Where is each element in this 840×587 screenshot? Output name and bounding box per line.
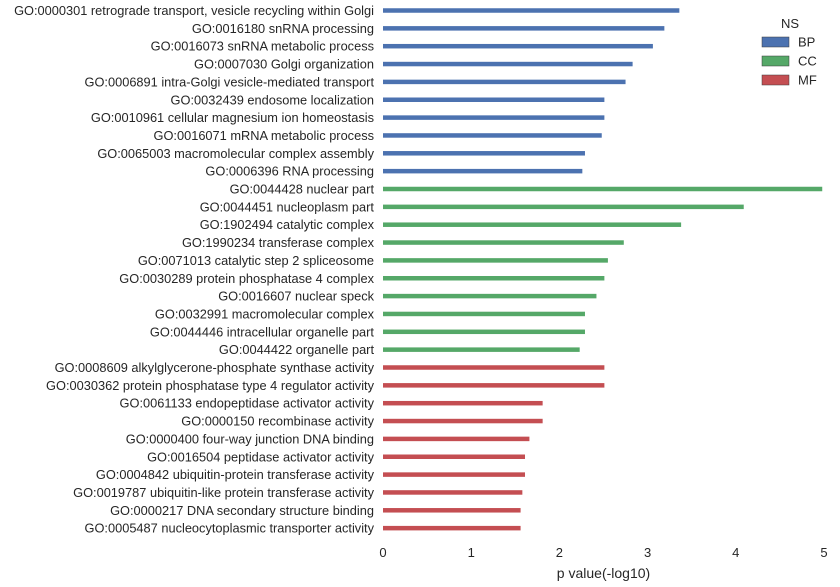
y-tick-label: GO:0016073 snRNA metabolic process bbox=[151, 39, 374, 54]
bar-bp bbox=[383, 97, 605, 102]
y-tick-label: GO:0044451 nucleoplasm part bbox=[200, 199, 375, 214]
bar-bp bbox=[383, 133, 602, 138]
y-tick-label: GO:0044446 intracellular organelle part bbox=[150, 324, 375, 339]
y-tick-label: GO:0016180 snRNA processing bbox=[192, 21, 374, 36]
y-tick-label: GO:0000301 retrograde transport, vesicle… bbox=[14, 3, 374, 18]
bars-group bbox=[383, 8, 823, 531]
y-tick-label: GO:0032991 macromolecular complex bbox=[155, 306, 375, 321]
bar-cc bbox=[383, 222, 682, 227]
x-tick-label: 1 bbox=[468, 545, 475, 560]
x-axis-label: p value(-log10) bbox=[557, 565, 650, 581]
y-tick-label: GO:0000400 four-way junction DNA binding bbox=[126, 431, 374, 446]
bar-bp bbox=[383, 43, 653, 49]
bar-cc bbox=[383, 240, 624, 245]
bar-cc bbox=[383, 311, 585, 317]
y-tick-label: GO:0061133 endopeptidase activator activ… bbox=[120, 396, 375, 411]
x-tick-label: 0 bbox=[379, 545, 386, 560]
bar-mf bbox=[383, 490, 523, 495]
y-tick-label: GO:0032439 endosome localization bbox=[171, 92, 374, 107]
y-tick-label: GO:0006396 RNA processing bbox=[205, 164, 374, 179]
y-tick-label: GO:0044428 nuclear part bbox=[230, 182, 375, 197]
legend-label: MF bbox=[798, 73, 817, 88]
bar-bp bbox=[383, 151, 585, 156]
legend: NS BP CC MF bbox=[761, 16, 817, 88]
bar-cc bbox=[383, 329, 585, 335]
bar-mf bbox=[383, 365, 605, 370]
bar-mf bbox=[383, 418, 543, 424]
x-tick-labels: 0 1 2 3 4 5 bbox=[379, 545, 827, 560]
bar-bp bbox=[383, 168, 583, 174]
bar-mf bbox=[383, 472, 526, 477]
bar-bp bbox=[383, 79, 626, 85]
bar-cc bbox=[383, 276, 605, 281]
bar-mf bbox=[383, 400, 543, 406]
bar-mf bbox=[383, 383, 605, 388]
y-tick-label: GO:0071013 catalytic step 2 spliceosome bbox=[138, 253, 374, 268]
bar-cc bbox=[383, 293, 597, 299]
bar-bp bbox=[383, 8, 680, 13]
x-tick-label: 4 bbox=[732, 545, 739, 560]
bar-cc bbox=[383, 186, 823, 192]
legend-swatch-bp bbox=[761, 36, 790, 48]
bar-bp bbox=[383, 61, 633, 67]
y-tick-label: GO:0006891 intra-Golgi vesicle-mediated … bbox=[85, 74, 375, 89]
y-tick-label: GO:0004842 ubiquitin-protein transferase… bbox=[96, 467, 375, 482]
y-tick-label: GO:0019787 ubiquitin-like protein transf… bbox=[73, 485, 374, 500]
y-tick-labels: GO:0000301 retrograde transport, vesicle… bbox=[14, 3, 375, 536]
bar-mf bbox=[383, 508, 521, 513]
bar-cc bbox=[383, 204, 744, 210]
bar-mf bbox=[383, 525, 521, 531]
y-tick-label: GO:0007030 Golgi organization bbox=[194, 57, 374, 72]
y-tick-label: GO:0016071 mRNA metabolic process bbox=[154, 128, 375, 143]
y-tick-label: GO:0005487 nucleocytoplasmic transporter… bbox=[85, 521, 375, 536]
x-tick-label: 5 bbox=[820, 545, 827, 560]
y-tick-label: GO:0008609 alkylglycerone-phosphate synt… bbox=[55, 360, 375, 375]
bar-cc bbox=[383, 347, 580, 352]
bar-mf bbox=[383, 454, 526, 459]
legend-label: CC bbox=[798, 54, 817, 69]
x-tick-label: 3 bbox=[644, 545, 651, 560]
y-tick-label: GO:0016607 nuclear speck bbox=[218, 289, 374, 304]
y-tick-label: GO:0000217 DNA secondary structure bindi… bbox=[110, 503, 374, 518]
bar-cc bbox=[383, 258, 608, 263]
legend-title: NS bbox=[781, 16, 799, 31]
y-tick-label: GO:0030289 protein phosphatase 4 complex bbox=[119, 271, 374, 286]
bar-bp bbox=[383, 115, 605, 120]
y-tick-label: GO:1990234 transferase complex bbox=[182, 235, 375, 250]
y-tick-label: GO:0016504 peptidase activator activity bbox=[147, 449, 375, 464]
y-tick-label: GO:0010961 cellular magnesium ion homeos… bbox=[91, 110, 374, 125]
x-tick-label: 2 bbox=[556, 545, 563, 560]
y-tick-label: GO:0030362 protein phosphatase type 4 re… bbox=[46, 378, 375, 393]
legend-swatch-cc bbox=[761, 55, 790, 67]
legend-label: BP bbox=[798, 35, 815, 50]
y-tick-label: GO:0000150 recombinase activity bbox=[181, 414, 374, 429]
y-tick-label: GO:0044422 organelle part bbox=[219, 342, 375, 357]
y-tick-label: GO:1902494 catalytic complex bbox=[200, 217, 375, 232]
bar-bp bbox=[383, 26, 665, 31]
bar-mf bbox=[383, 436, 530, 442]
y-tick-label: GO:0065003 macromolecular complex assemb… bbox=[97, 146, 374, 161]
legend-swatch-mf bbox=[761, 74, 790, 86]
